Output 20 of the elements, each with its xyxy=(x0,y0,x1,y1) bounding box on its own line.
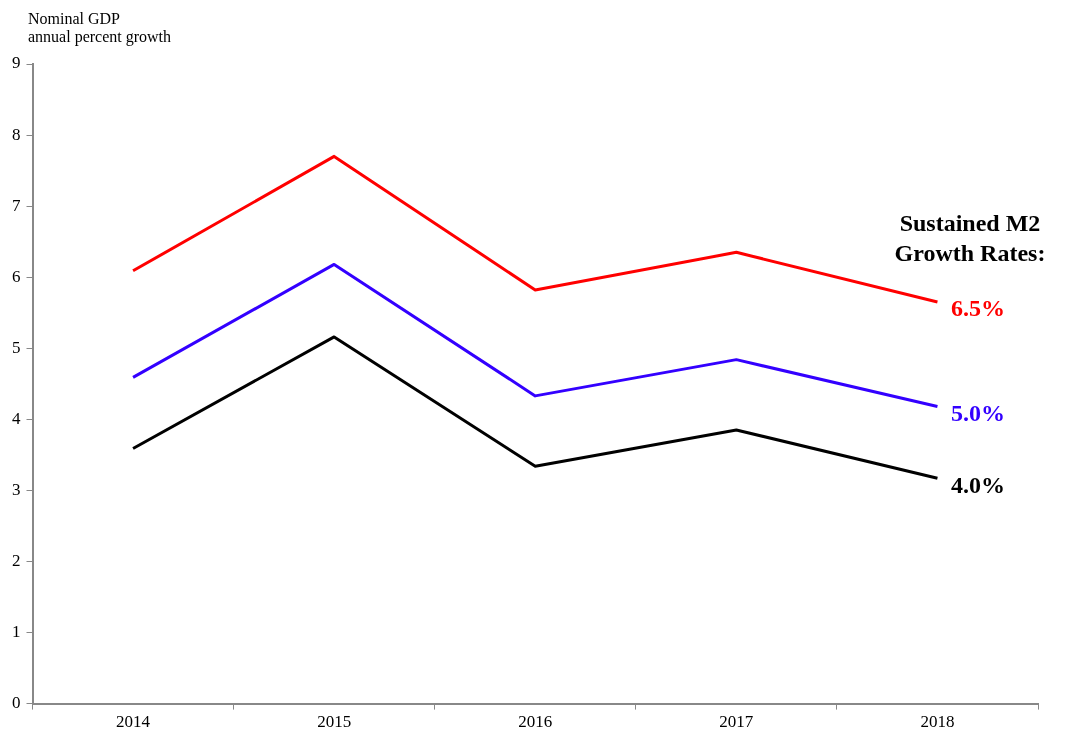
y-tick-label: 5 xyxy=(12,337,21,357)
x-tick-label: 2014 xyxy=(116,712,151,732)
legend-title: Sustained M2 Growth Rates: xyxy=(894,210,1046,267)
y-tick-label: 2 xyxy=(12,550,21,570)
x-tick-label: 2018 xyxy=(920,712,955,732)
x-tick-label: 2015 xyxy=(317,712,352,732)
y-tick-label: 6 xyxy=(12,266,21,286)
y-tick-label: 3 xyxy=(12,479,21,499)
y-tick-label: 0 xyxy=(12,693,21,713)
y-tick-label: 9 xyxy=(12,53,21,73)
x-tick-label: 2017 xyxy=(719,712,754,732)
y-tick-label: 1 xyxy=(12,622,21,641)
y-axis-title: Nominal GDP annual percent growth xyxy=(28,10,172,46)
series-label: 6.5% xyxy=(951,295,1005,322)
y-tick-label: 4 xyxy=(12,408,21,428)
x-tick-label: 2016 xyxy=(518,712,553,732)
series-label: 5.0% xyxy=(951,399,1005,426)
y-tick-label: 7 xyxy=(12,195,21,215)
series-label: 4.0% xyxy=(951,471,1005,498)
y-tick-label: 8 xyxy=(12,124,21,144)
